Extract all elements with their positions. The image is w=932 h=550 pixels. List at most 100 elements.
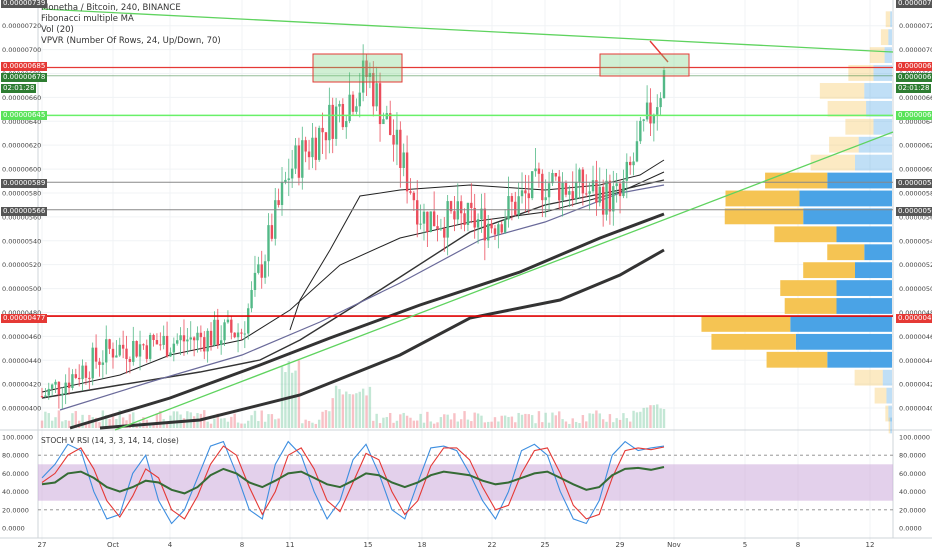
volume-bar	[578, 423, 581, 428]
left-price-label: 0.00000720	[2, 22, 41, 30]
candle-body	[135, 340, 138, 357]
volume-bar	[216, 413, 219, 428]
candle-body	[260, 264, 263, 278]
candle-body	[128, 359, 132, 362]
candle-body	[480, 208, 483, 220]
volume-bar	[500, 415, 503, 428]
volume-bar	[307, 420, 311, 428]
stoch-rsi-line	[41, 466, 665, 495]
volume-bar	[50, 420, 54, 428]
volume-bar	[659, 408, 662, 428]
candle-body	[176, 340, 179, 344]
candle-body	[487, 223, 490, 241]
vp-row-yellow	[848, 65, 874, 81]
left-stoch-label: 0.0000	[2, 525, 25, 533]
vp-row-blue	[827, 351, 892, 368]
time-label: 8	[796, 541, 800, 549]
volume-bar	[345, 391, 348, 428]
right-price-label: 0.00000420	[899, 381, 932, 389]
vp-row-blue	[884, 47, 892, 63]
candle-body	[321, 127, 324, 133]
candle-body	[510, 196, 514, 202]
volume-bar	[476, 413, 480, 428]
volume-bar	[152, 422, 155, 428]
volume-bar	[125, 420, 128, 428]
indicator-fib-ma[interactable]: Fibonacci multiple MA	[41, 14, 134, 24]
indicator-vpvr[interactable]: VPVR (Number Of Rows, 24, Up/Down, 70)	[41, 36, 221, 46]
volume-bar	[317, 419, 321, 428]
volume-bar	[490, 421, 493, 428]
right-price-label: 0.00000660	[899, 94, 932, 102]
right-price-label: 0.00000640	[899, 118, 932, 126]
volume-bar	[142, 417, 145, 428]
volume-bar	[510, 416, 514, 428]
volume-bar	[639, 411, 642, 428]
left-price-label: 0.00000700	[2, 46, 41, 54]
candle-body	[81, 365, 84, 380]
volume-bar	[260, 410, 263, 428]
candle-body	[105, 339, 108, 363]
volume-bar	[71, 413, 74, 428]
candle-body	[429, 211, 432, 233]
candle-body	[243, 333, 247, 335]
vp-row-blue	[836, 226, 892, 243]
right-tag-top: 0.00000739	[896, 0, 932, 8]
time-label: 4	[168, 541, 173, 549]
candle-body	[568, 191, 571, 195]
candle-body	[108, 339, 111, 349]
candle-body	[436, 226, 439, 230]
candle-body	[54, 381, 57, 385]
volume-bar	[436, 422, 439, 428]
volume-bar	[487, 421, 490, 428]
left-stoch-label: 60.0000	[2, 470, 29, 478]
vp-row-blue	[803, 208, 892, 225]
candle-body	[101, 362, 105, 365]
indicator-volume[interactable]: Vol (20)	[41, 25, 74, 35]
candle-body	[61, 393, 64, 395]
volume-bar	[192, 416, 196, 428]
volume-bar	[432, 423, 436, 428]
volume-bar	[250, 415, 253, 428]
candle-body	[503, 219, 507, 233]
vp-row-yellow	[766, 351, 828, 368]
candle-body	[416, 200, 419, 225]
right-tag-685: 0.00000685	[896, 62, 932, 71]
candle-body	[67, 382, 71, 388]
right-price-label: 0.00000540	[899, 237, 932, 245]
vp-row-yellow	[885, 405, 889, 422]
left-price-label: 0.00000620	[2, 142, 41, 150]
volume-bar	[314, 423, 318, 428]
candle-body	[419, 223, 422, 225]
candle-body	[656, 107, 659, 115]
volume-bar	[449, 419, 453, 428]
indicator-stoch[interactable]: STOCH V RSI (14, 3, 3, 14, 14, close)	[41, 436, 179, 445]
right-tag-countdown: 02:01:28	[896, 84, 932, 93]
vp-row-yellow	[845, 118, 874, 135]
vp-row-blue	[790, 316, 892, 332]
volume-bar	[615, 418, 618, 428]
candle-body	[649, 102, 652, 124]
candle-body	[257, 264, 260, 273]
volume-bar	[128, 414, 132, 428]
candle-body	[91, 347, 94, 379]
candle-body	[206, 330, 209, 352]
left-price-label: 0.00000480	[2, 309, 41, 317]
candle-body	[395, 129, 399, 145]
volume-bar	[473, 412, 476, 428]
candle-body	[98, 361, 101, 365]
volume-bar	[399, 414, 402, 428]
volume-bar	[148, 423, 152, 428]
candle-body	[44, 395, 47, 397]
volume-bar	[290, 372, 294, 428]
candle-body	[456, 201, 459, 220]
candle-body	[574, 181, 578, 200]
volume-bar	[622, 413, 625, 428]
volume-bar	[98, 422, 101, 428]
candle-body	[115, 355, 118, 358]
candle-body	[57, 381, 61, 395]
volume-bar	[456, 421, 459, 428]
ma-thin-2	[289, 159, 665, 331]
candle-body	[172, 343, 176, 353]
volume-bar	[155, 413, 159, 428]
